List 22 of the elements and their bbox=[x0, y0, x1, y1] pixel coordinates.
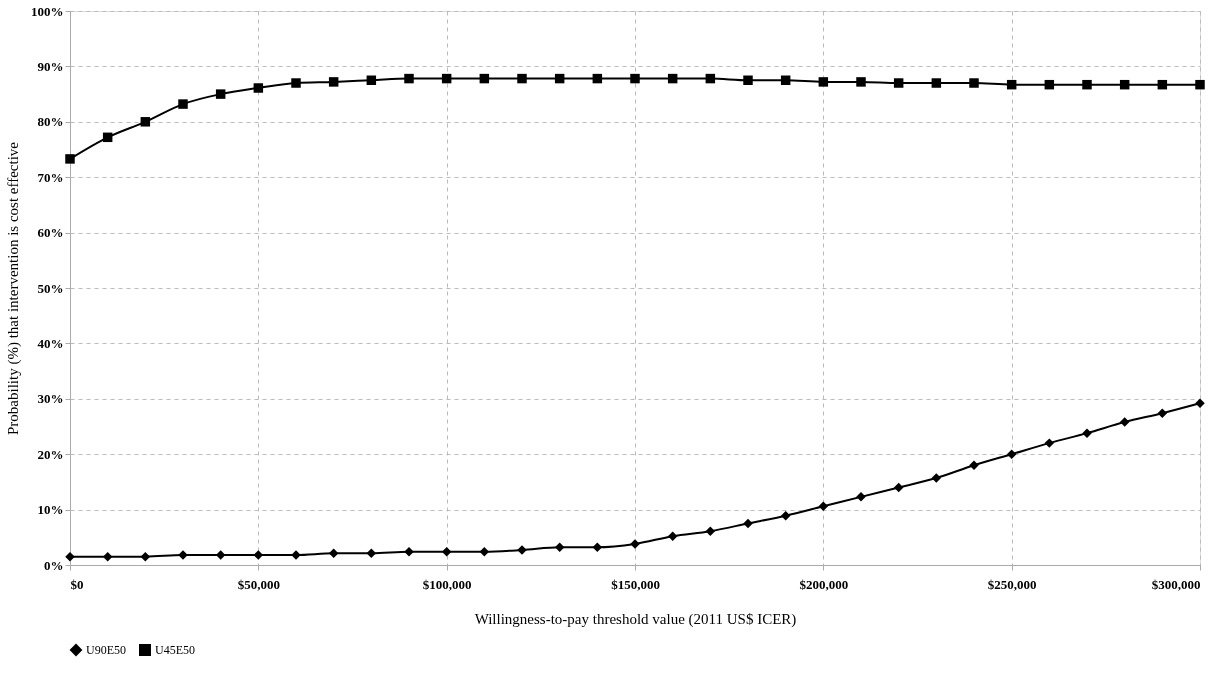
y-tick-label: 10% bbox=[37, 502, 64, 518]
legend-label: U45E50 bbox=[155, 643, 195, 657]
y-tick-label: 60% bbox=[37, 225, 64, 241]
x-tick-label: $300,000 bbox=[1151, 576, 1201, 592]
y-tick-label: 40% bbox=[37, 335, 64, 351]
legend-label: U90E50 bbox=[86, 643, 126, 657]
y-axis-title: Probability (%) that intervention is cost effective bbox=[5, 141, 22, 435]
y-tick-label: 20% bbox=[37, 446, 64, 462]
x-tick-label: $50,000 bbox=[237, 576, 280, 592]
x-tick-label: $100,000 bbox=[422, 576, 472, 592]
x-tick-label: $150,000 bbox=[611, 576, 660, 592]
y-tick-label: 90% bbox=[37, 58, 64, 74]
x-tick-label: $0 bbox=[70, 576, 84, 592]
y-tick-label: 50% bbox=[37, 280, 64, 296]
y-tick-label: 30% bbox=[37, 391, 64, 407]
x-tick-label: $200,000 bbox=[799, 576, 849, 592]
y-tick-label: 80% bbox=[37, 114, 64, 130]
y-tick-label: 70% bbox=[37, 169, 64, 185]
x-tick-label: $250,000 bbox=[987, 576, 1037, 592]
y-tick-label: 0% bbox=[44, 557, 64, 573]
y-tick-label: 100% bbox=[31, 3, 64, 19]
x-axis-title: Willingness-to-pay threshold value (2011 US$ ICER) bbox=[474, 610, 797, 628]
